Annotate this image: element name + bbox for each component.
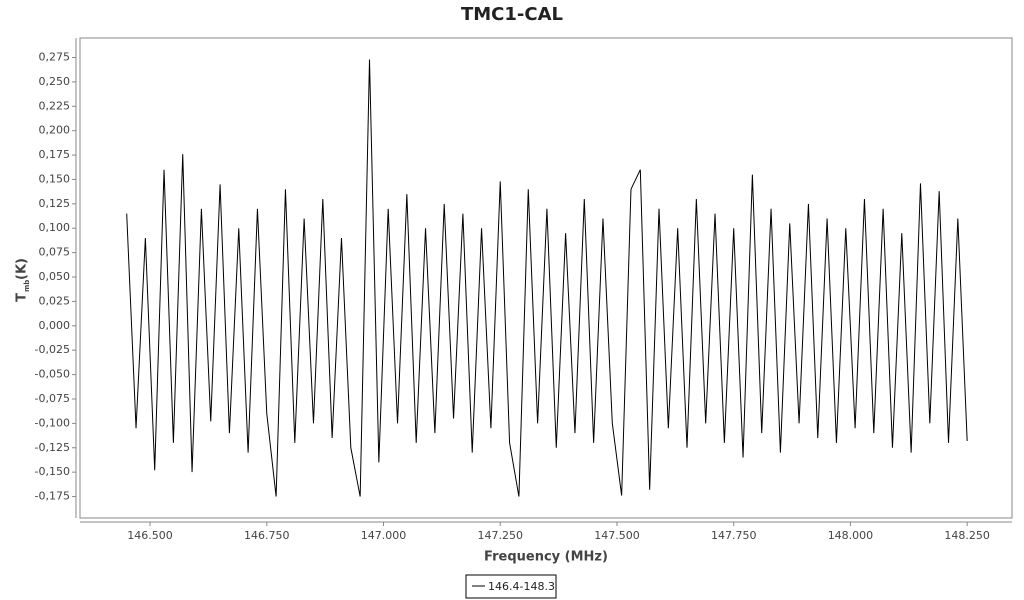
y-tick-label: 0,125 xyxy=(39,197,71,210)
legend xyxy=(465,574,557,599)
y-axis-label: T mb (K) xyxy=(15,258,32,302)
plot-frame xyxy=(79,37,1013,519)
y-label-sub: mb xyxy=(23,280,31,292)
x-tick-label: 147.250 xyxy=(477,529,523,542)
spectrum-line xyxy=(126,59,968,497)
x-axis-label: Frequency (MHz) xyxy=(484,550,608,565)
y-tick-label: 0,225 xyxy=(39,99,71,112)
y-tick-label: -0,075 xyxy=(35,392,70,405)
y-tick-label: 0,200 xyxy=(39,124,71,137)
y-tick-label: 0,250 xyxy=(39,75,71,88)
y-tick-label: -0,100 xyxy=(35,416,70,429)
y-tick-label: -0,050 xyxy=(35,368,70,381)
y-tick-label: -0,150 xyxy=(35,465,70,478)
x-tick-label: 147.750 xyxy=(711,529,757,542)
y-tick-label: 0,150 xyxy=(39,172,71,185)
y-tick-label: 0,025 xyxy=(39,294,71,307)
y-tick-label: 0,000 xyxy=(39,319,71,332)
x-tick-label: 146.750 xyxy=(244,529,290,542)
legend-label: 146.4-148.3 xyxy=(488,580,555,593)
chart-title: TMC1-CAL xyxy=(461,4,563,25)
y-tick-label: -0,175 xyxy=(35,490,70,503)
y-tick-label: 0,075 xyxy=(39,246,71,259)
y-tick-label: 0,050 xyxy=(39,270,71,283)
y-label-main: T xyxy=(15,293,30,302)
x-tick-label: 148.250 xyxy=(944,529,990,542)
x-tick-label: 147.000 xyxy=(361,529,407,542)
x-tick-label: 147.500 xyxy=(594,529,640,542)
x-tick-label: 148.000 xyxy=(828,529,874,542)
y-tick-label: 0,100 xyxy=(39,221,71,234)
x-tick-label: 146.500 xyxy=(127,529,173,542)
y-label-unit: (K) xyxy=(15,258,30,280)
y-tick-label: -0,125 xyxy=(35,441,70,454)
y-tick-label: -0,025 xyxy=(35,343,70,356)
y-tick-label: 0,275 xyxy=(39,51,71,64)
y-tick-label: 0,175 xyxy=(39,148,71,161)
